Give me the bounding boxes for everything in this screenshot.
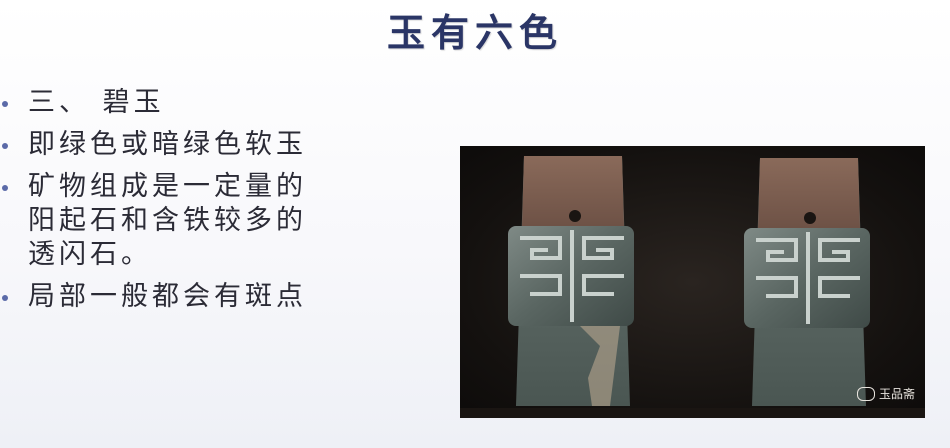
bullet-item: 矿物组成是一定量的 阳起石和含铁较多的 透闪石。: [0, 170, 430, 272]
bullet-text: 局部一般都会有斑点: [28, 281, 307, 312]
bullet-list: 三、 碧玉 即绿色或暗绿色软玉 矿物组成是一定量的 阳起石和含铁较多的 透闪石。…: [0, 86, 430, 322]
bullet-dot: [2, 295, 8, 301]
bullet-text: 三、 碧玉: [28, 87, 165, 118]
watermark: 玉品斋: [856, 385, 915, 402]
bullet-dot: [2, 101, 8, 107]
photo-caption-strip: [460, 408, 925, 418]
bullet-dot: [2, 143, 8, 149]
bullet-item: 局部一般都会有斑点: [0, 280, 430, 314]
bullet-text: 即绿色或暗绿色软玉: [28, 129, 307, 160]
bullet-item: 即绿色或暗绿色软玉: [0, 128, 430, 162]
slide-title: 玉有六色: [386, 10, 563, 55]
jade-artifacts-illustration: [508, 156, 870, 406]
bullet-text: 矿物组成是一定量的 阳起石和含铁较多的 透闪石。: [28, 171, 307, 270]
wechat-icon: [856, 386, 875, 401]
bullet-dot: [2, 185, 8, 191]
bullet-item: 三、 碧玉: [0, 86, 430, 120]
jade-axe-left: [508, 156, 634, 406]
jade-axe-right: [744, 158, 870, 406]
watermark-text: 玉品斋: [878, 387, 915, 401]
jade-photo: 玉品斋: [460, 146, 925, 418]
